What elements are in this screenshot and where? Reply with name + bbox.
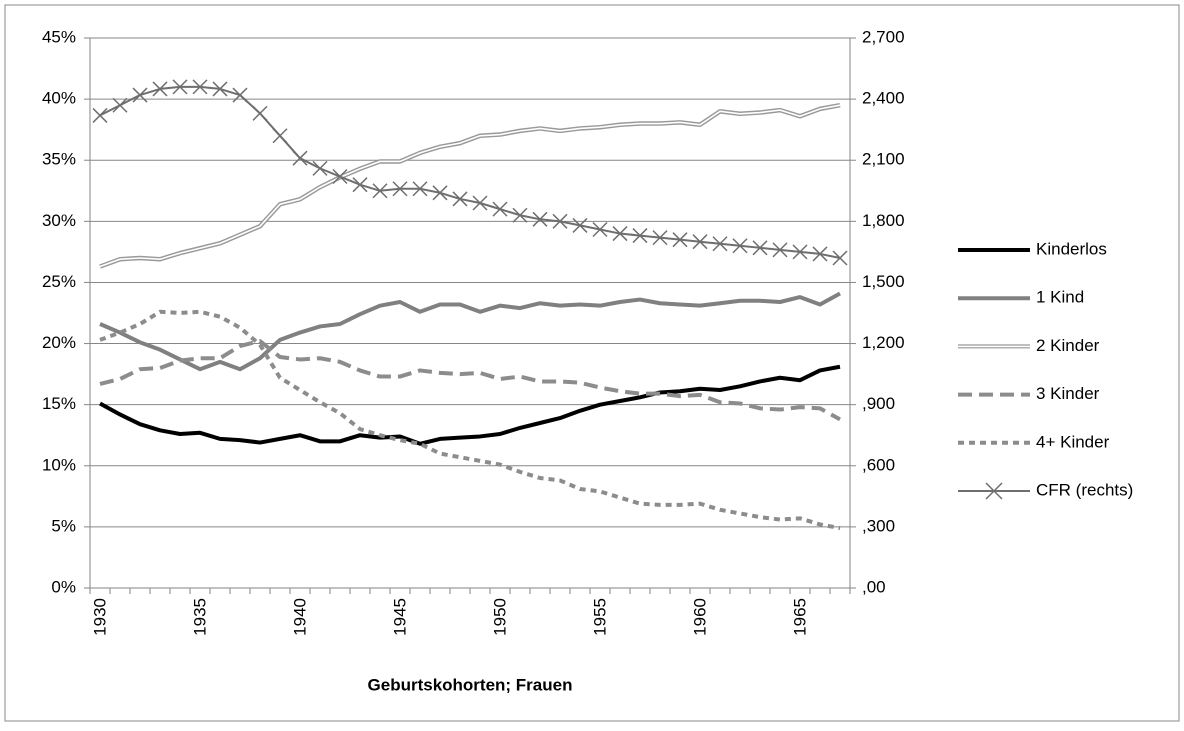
legend-label: 4+ Kinder [1036,432,1110,451]
y-tick-label: 15% [42,394,76,413]
x-tick-label: 1950 [490,598,509,636]
y2-tick-label: 1,200 [862,333,905,352]
y-tick-label: 45% [42,27,76,46]
x-tick-label: 1940 [290,598,309,636]
series-line [99,339,841,422]
y-tick-label: 20% [42,333,76,352]
y2-tick-label: 2,100 [862,150,905,169]
marker [272,128,288,144]
marker [832,250,848,266]
y2-tick-label: 1,500 [862,272,905,291]
marker [792,244,808,260]
marker [592,221,608,238]
marker [672,232,688,248]
y-tick-label: 25% [42,272,76,291]
x-axis-title: Geburtskohorten; Frauen [368,675,573,694]
y2-tick-label: ,300 [862,516,895,535]
y-tick-label: 10% [42,455,76,474]
legend-label: 1 Kind [1036,288,1084,307]
marker [192,79,208,95]
y2-tick-label: ,00 [862,577,886,596]
marker [152,81,168,97]
marker [232,87,248,103]
x-tick-label: 1955 [590,598,609,636]
chart-border [4,4,1180,722]
marker [312,160,328,176]
marker [132,87,148,103]
y2-tick-label: ,600 [862,455,895,474]
y-tick-label: 35% [42,150,76,169]
marker [352,177,368,193]
marker [112,97,128,113]
series-line-inner [99,104,841,268]
legend-label: 2 Kinder [1036,336,1100,355]
y2-tick-label: 1,800 [862,211,905,230]
y-tick-label: 5% [51,516,76,535]
marker [372,183,388,199]
y2-tick-label: ,900 [862,394,895,413]
legend-marker [985,482,1003,500]
y-tick-label: 0% [51,577,76,596]
marker [652,230,668,246]
marker [532,211,548,227]
legend-label: CFR (rechts) [1036,480,1133,499]
x-tick-label: 1965 [790,598,809,636]
marker [772,242,788,258]
marker [412,181,428,197]
y-tick-label: 30% [42,211,76,230]
x-tick-label: 1960 [690,598,709,636]
series-line [99,85,841,259]
y2-tick-label: 2,700 [862,27,905,46]
series-line [99,291,841,372]
marker [712,236,728,252]
x-tick-label: 1930 [90,598,109,636]
legend-label: Kinderlos [1036,239,1107,258]
marker [252,105,268,121]
marker [812,246,828,262]
marker [332,168,348,185]
legend-label: 3 Kinder [1036,384,1100,403]
marker [692,234,708,250]
marker [572,217,588,233]
marker [432,185,448,201]
x-tick-label: 1945 [390,598,409,636]
marker [552,213,568,229]
marker [452,191,468,207]
marker [172,79,188,95]
marker [212,81,228,97]
marker [612,226,628,242]
y2-tick-label: 2,400 [862,89,905,108]
y-tick-label: 40% [42,89,76,108]
marker [292,150,308,166]
marker [472,195,488,211]
series-line [99,364,841,446]
x-tick-label: 1935 [190,598,209,636]
marker [752,240,768,256]
marker [92,107,108,123]
marker [492,201,508,217]
marker [632,228,648,244]
marker [392,181,408,197]
marker [732,238,748,254]
marker [512,207,528,223]
